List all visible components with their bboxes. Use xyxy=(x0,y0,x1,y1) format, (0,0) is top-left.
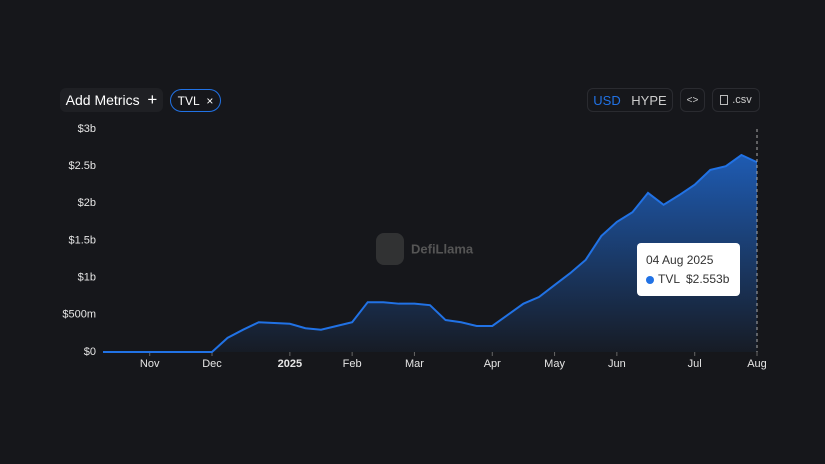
tooltip-date: 04 Aug 2025 xyxy=(646,253,714,267)
hype-option[interactable]: HYPE xyxy=(631,92,667,108)
embed-button[interactable]: <> xyxy=(680,88,705,112)
x-tick-label: Nov xyxy=(140,358,160,370)
x-tick-label: 2025 xyxy=(278,358,302,370)
watermark-logo xyxy=(376,233,404,265)
x-tick-label: Feb xyxy=(343,358,362,370)
label: .csv xyxy=(732,94,752,106)
x-tick-label: Apr xyxy=(484,358,501,370)
tooltip-series: TVL xyxy=(658,272,680,286)
area-fill xyxy=(103,155,757,352)
tooltip xyxy=(637,243,740,296)
metric-chip[interactable]: TVL × xyxy=(170,89,221,112)
close-icon[interactable]: × xyxy=(206,93,214,108)
usd-option[interactable]: USD xyxy=(593,92,621,108)
y-tick-label: $3b xyxy=(78,123,96,135)
tooltip-value: $2.553b xyxy=(686,272,730,286)
line xyxy=(103,153,758,353)
x-tick-label: Jul xyxy=(688,358,702,370)
file-icon xyxy=(720,95,729,105)
y-tick-label: $500m xyxy=(62,309,96,321)
x-tick-label: Aug xyxy=(747,358,767,370)
y-tick-label: $2.5b xyxy=(68,160,96,172)
label: TVL xyxy=(177,93,200,108)
x-tick-label: Jun xyxy=(608,358,626,370)
x-tick-label: Mar xyxy=(405,358,424,370)
icon: + xyxy=(147,90,158,109)
y-tick-label: $1.5b xyxy=(68,234,96,246)
x-tick-label: May xyxy=(544,358,565,370)
watermark: DefiLlama xyxy=(411,241,474,256)
x-tick-label: Dec xyxy=(202,358,222,370)
csv-button[interactable]: .csv xyxy=(712,88,760,112)
tooltip-marker xyxy=(646,276,654,284)
currency-toggle: USD HYPE xyxy=(587,88,673,112)
y-tick-label: $0 xyxy=(84,346,96,358)
y-tick-label: $1b xyxy=(78,272,96,284)
y-tick-label: $2b xyxy=(78,197,96,209)
add-metrics-button[interactable]: Add Metrics + xyxy=(60,88,163,112)
label: Add Metrics xyxy=(65,92,140,108)
